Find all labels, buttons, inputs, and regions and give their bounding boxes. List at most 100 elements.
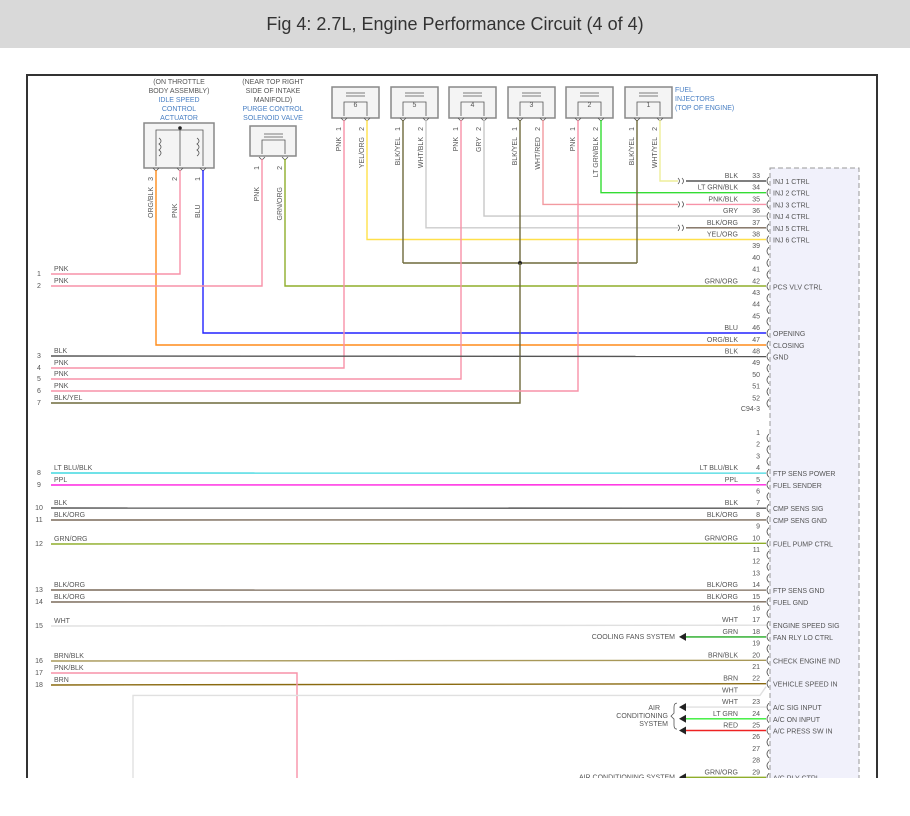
pin-connector-icon <box>766 679 770 688</box>
pcm-pin-number: 27 <box>752 746 760 753</box>
left-wire-label: BLK/YEL <box>54 395 83 402</box>
injector-wire-label: WHT/BLK <box>418 137 425 168</box>
injector-coil-icon <box>519 92 544 116</box>
actuator-internal-wiring <box>155 129 204 166</box>
pcm-pin-number: 15 <box>752 594 760 601</box>
wire <box>425 120 678 229</box>
injectors-label: INJECTORS <box>675 96 715 103</box>
injector-number: 2 <box>588 102 592 109</box>
left-wire-label: PNK/BLK <box>54 665 84 672</box>
pcm-pin-function: INJ 2 CTRL <box>773 191 810 198</box>
pcm-pin-number: 4 <box>756 465 760 472</box>
pcm-pin-number: 10 <box>752 535 760 542</box>
arrow-icon <box>679 714 686 723</box>
injector-wire-label: BLK/YEL <box>512 137 519 166</box>
pcm-pin-number: 23 <box>752 699 760 706</box>
iac-wire-label: BLU <box>195 204 202 218</box>
pcm-wire-label: BRN <box>723 676 738 683</box>
pcm-pin-function: FTP SENS GND <box>773 588 825 595</box>
purge-label: SOLENOID VALVE <box>243 115 303 122</box>
pcm-pin-number: 47 <box>752 337 760 344</box>
purge-wire-label: PNK <box>254 187 261 202</box>
purge-pin-number: 2 <box>277 166 284 170</box>
pcm-pin-number: 21 <box>752 664 760 671</box>
left-wire-label: BLK/ORG <box>54 594 85 601</box>
pcm-wire-label: LT GRN/BLK <box>698 185 739 192</box>
pcm-wire-label: GRN <box>722 629 738 636</box>
left-pin-number: 8 <box>37 470 41 477</box>
left-wire-label: BRN <box>54 677 69 684</box>
pcm-pin-function: FUEL GND <box>773 600 808 607</box>
pcm-pin-number: 43 <box>752 290 760 297</box>
injector-wire-label: WHT/YEL <box>652 137 659 168</box>
pcm-wire-label: LT GRN <box>713 711 738 718</box>
pcm-wire-label: BLK <box>725 500 739 507</box>
pcm-wire-label: PPL <box>725 477 738 484</box>
pcm-pin-number: 14 <box>752 582 760 589</box>
pcm-pin-function: CLOSING <box>773 343 805 350</box>
pcm-wire-label: BLK/ORG <box>707 594 738 601</box>
pcm-wire-label: BLK <box>725 173 739 180</box>
purge-solenoid-box <box>249 125 297 157</box>
brace-icon <box>670 702 678 730</box>
pcm-pin-function: FTP SENS POWER <box>773 471 836 478</box>
injector-coil-icon <box>402 92 427 116</box>
pcm-pin-number: 26 <box>752 734 760 741</box>
fuel-injector-box <box>390 86 439 119</box>
pcm-wire-label: BLK <box>725 349 739 356</box>
pcm-pin-number: 36 <box>752 208 760 215</box>
pcm-pin-number: 49 <box>752 360 760 367</box>
pcm-pin-number: 37 <box>752 220 760 227</box>
wire <box>659 120 678 182</box>
pin-connector-icon <box>766 305 770 314</box>
pcm-pin-function: FUEL PUMP CTRL <box>773 541 833 548</box>
injector-pin-number: 1 <box>336 127 343 131</box>
pcm-pin-function: CMP SENS SIG <box>773 506 823 513</box>
pin-connector-icon <box>766 200 770 209</box>
left-wire-label: PNK <box>54 360 69 367</box>
pcm-pin-function: INJ 4 CTRL <box>773 214 810 221</box>
pin-connector-icon <box>766 714 770 724</box>
pcm-pin-function: A/C RLY CTRL <box>773 775 820 778</box>
pcm-pin-function: A/C PRESS SW IN <box>773 729 833 736</box>
left-wire-label: WHT <box>54 618 71 625</box>
diagram-frame <box>26 74 878 778</box>
purge-wire-label: GRN/ORG <box>277 187 284 220</box>
injector-pin-number: 2 <box>535 127 542 131</box>
pcm-pin-function: A/C ON INPUT <box>773 717 821 724</box>
arrow-icon <box>679 726 686 735</box>
left-wire-label: GRN/ORG <box>54 536 87 543</box>
injector-wire-label: BLK/YEL <box>629 137 636 166</box>
left-wire-label: BLK <box>54 348 68 355</box>
pcm-pin-number: 39 <box>752 243 760 250</box>
iac-pin-number: 3 <box>148 177 155 181</box>
pin-connector-icon <box>766 726 770 735</box>
injector-wire-label: PNK <box>336 137 343 152</box>
injector-number: 4 <box>471 102 475 109</box>
left-pin-number: 6 <box>37 388 41 395</box>
pcm-wire-label: BRN/BLK <box>708 652 738 659</box>
pcm-pin-function: OPENING <box>773 331 805 338</box>
pin-connector-icon <box>766 656 770 665</box>
pcm-pin-function: A/C SIG INPUT <box>773 705 822 712</box>
pcm-pin-number: 52 <box>752 395 760 402</box>
pcm-pin-function: CHECK ENGINE IND <box>773 658 840 665</box>
pin-connector-icon <box>766 562 770 571</box>
pin-connector-icon <box>766 609 770 618</box>
fuel-injector-box <box>624 86 673 119</box>
pin-connector-icon <box>766 270 770 279</box>
pin-connector-icon <box>766 480 770 490</box>
iac-label: ACTUATOR <box>160 115 198 122</box>
pin-connector-icon <box>766 749 770 759</box>
pin-connector-icon <box>766 539 770 548</box>
injector-coil-icon <box>460 92 485 116</box>
pcm-pin-number: 48 <box>752 349 760 356</box>
pin-connector-icon <box>766 188 770 197</box>
pcm-pin-number: 9 <box>756 524 760 531</box>
wire <box>51 170 181 275</box>
left-pin-number: 18 <box>35 682 43 689</box>
pcm-pin-number: 41 <box>752 267 760 274</box>
pin-connector-icon <box>766 258 770 268</box>
pcm-pin-number: 8 <box>756 512 760 519</box>
pin-connector-icon <box>766 457 770 466</box>
